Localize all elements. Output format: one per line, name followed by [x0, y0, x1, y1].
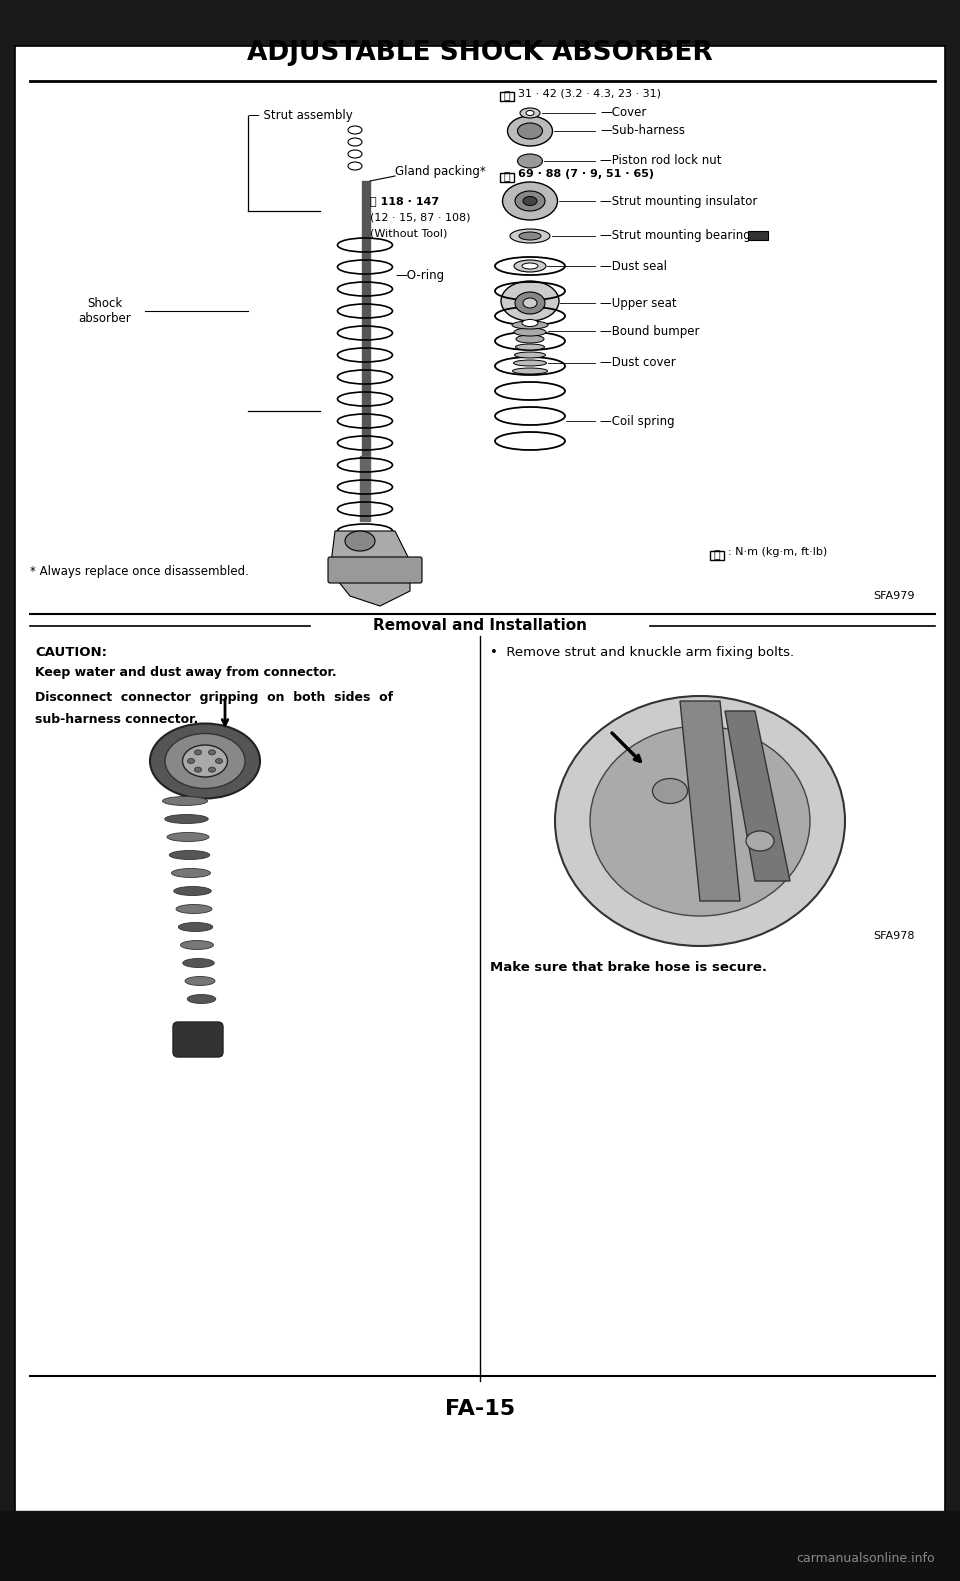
Text: Make sure that brake hose is secure.: Make sure that brake hose is secure.: [490, 961, 767, 974]
Text: carmanualsonline.info: carmanualsonline.info: [797, 1553, 935, 1565]
Ellipse shape: [185, 977, 215, 985]
Ellipse shape: [174, 887, 211, 895]
Ellipse shape: [150, 724, 260, 798]
Ellipse shape: [502, 182, 558, 220]
Ellipse shape: [510, 229, 550, 243]
Ellipse shape: [215, 759, 223, 764]
Ellipse shape: [182, 958, 214, 968]
Ellipse shape: [520, 108, 540, 119]
Ellipse shape: [514, 259, 546, 272]
Ellipse shape: [516, 345, 544, 349]
Ellipse shape: [590, 726, 810, 915]
Ellipse shape: [515, 292, 545, 315]
Ellipse shape: [167, 833, 209, 841]
Text: SFA978: SFA978: [874, 931, 915, 941]
Ellipse shape: [165, 814, 208, 824]
Text: ⿏: ⿏: [713, 550, 720, 561]
Text: 69 · 88 (7 · 9, 51 · 65): 69 · 88 (7 · 9, 51 · 65): [518, 169, 654, 179]
FancyBboxPatch shape: [748, 231, 768, 240]
Text: —Sub-harness: —Sub-harness: [600, 125, 685, 138]
Ellipse shape: [512, 321, 548, 329]
Text: — Strut assembly: — Strut assembly: [248, 109, 352, 122]
Text: ⿏ 118 · 147: ⿏ 118 · 147: [370, 196, 439, 206]
Text: •  Remove strut and knuckle arm fixing bolts.: • Remove strut and knuckle arm fixing bo…: [490, 647, 794, 659]
Ellipse shape: [162, 797, 207, 805]
Ellipse shape: [345, 531, 375, 552]
Text: —Dust seal: —Dust seal: [600, 259, 667, 272]
Ellipse shape: [182, 745, 228, 776]
Ellipse shape: [180, 941, 213, 950]
Ellipse shape: [523, 297, 537, 308]
Text: ADJUSTABLE SHOCK ABSORBER: ADJUSTABLE SHOCK ABSORBER: [247, 40, 713, 66]
Ellipse shape: [514, 360, 546, 365]
Text: : N·m (kg·m, ft·lb): : N·m (kg·m, ft·lb): [728, 547, 828, 557]
FancyBboxPatch shape: [328, 557, 422, 583]
Text: —Cover: —Cover: [600, 106, 646, 120]
Text: —Coil spring: —Coil spring: [600, 414, 675, 427]
Polygon shape: [680, 700, 740, 901]
Text: CAUTION:: CAUTION:: [35, 647, 107, 659]
Text: 31 · 42 (3.2 · 4.3, 23 · 31): 31 · 42 (3.2 · 4.3, 23 · 31): [518, 89, 661, 98]
Text: —Upper seat: —Upper seat: [600, 297, 677, 310]
Polygon shape: [330, 531, 410, 606]
Ellipse shape: [208, 767, 215, 772]
Text: —Piston rod lock nut: —Piston rod lock nut: [600, 155, 722, 168]
Ellipse shape: [523, 196, 537, 206]
Ellipse shape: [208, 749, 215, 754]
Text: Disconnect  connector  gripping  on  both  sides  of: Disconnect connector gripping on both si…: [35, 691, 394, 704]
Text: Removal and Installation: Removal and Installation: [373, 618, 587, 634]
Text: —Dust cover: —Dust cover: [600, 356, 676, 370]
Ellipse shape: [179, 922, 213, 931]
FancyBboxPatch shape: [710, 552, 724, 560]
Bar: [0, 1511, 960, 1581]
Text: SFA979: SFA979: [874, 591, 915, 601]
Text: (12 · 15, 87 · 108): (12 · 15, 87 · 108): [370, 213, 470, 223]
Ellipse shape: [522, 319, 538, 327]
Text: * Always replace once disassembled.: * Always replace once disassembled.: [30, 564, 249, 577]
Ellipse shape: [195, 749, 202, 754]
Ellipse shape: [653, 778, 687, 803]
Text: FA-15: FA-15: [444, 1399, 516, 1420]
Ellipse shape: [515, 353, 545, 357]
Text: Keep water and dust away from connector.: Keep water and dust away from connector.: [35, 666, 337, 678]
Text: (Without Tool): (Without Tool): [370, 229, 447, 239]
Bar: [362, 180, 370, 462]
Text: ⿏: ⿏: [504, 172, 511, 182]
Text: —Bound bumper: —Bound bumper: [600, 324, 700, 337]
Ellipse shape: [176, 904, 212, 914]
Ellipse shape: [517, 153, 542, 168]
Ellipse shape: [515, 191, 545, 210]
Ellipse shape: [172, 868, 210, 877]
Text: —Strut mounting insulator: —Strut mounting insulator: [600, 194, 757, 207]
Ellipse shape: [195, 767, 202, 772]
FancyBboxPatch shape: [500, 172, 514, 182]
Ellipse shape: [516, 335, 544, 343]
Text: —Strut mounting bearing: —Strut mounting bearing: [600, 229, 751, 242]
Text: sub-harness connector.: sub-harness connector.: [35, 713, 199, 726]
Ellipse shape: [187, 994, 216, 1004]
Ellipse shape: [165, 734, 245, 789]
Bar: [360, 455, 370, 522]
Ellipse shape: [513, 368, 547, 375]
Ellipse shape: [519, 232, 541, 240]
Ellipse shape: [514, 327, 546, 337]
Ellipse shape: [501, 281, 559, 321]
Ellipse shape: [169, 851, 209, 860]
FancyBboxPatch shape: [500, 92, 514, 101]
Ellipse shape: [746, 832, 774, 851]
Text: Gland packing*: Gland packing*: [395, 164, 486, 177]
Ellipse shape: [517, 123, 542, 139]
Text: —O-ring: —O-ring: [395, 269, 444, 283]
Ellipse shape: [187, 759, 195, 764]
Text: Shock
absorber: Shock absorber: [79, 297, 132, 326]
Polygon shape: [725, 711, 790, 881]
Text: ⿏: ⿏: [504, 92, 511, 101]
Ellipse shape: [508, 115, 553, 145]
Ellipse shape: [555, 696, 845, 945]
Ellipse shape: [522, 262, 538, 269]
Ellipse shape: [526, 111, 534, 115]
FancyBboxPatch shape: [173, 1021, 223, 1058]
